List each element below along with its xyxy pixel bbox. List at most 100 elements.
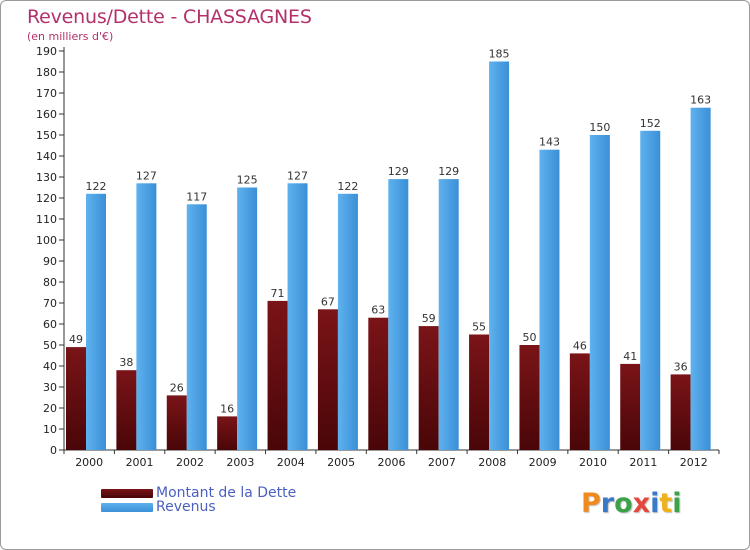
data-label-debt: 59 (422, 312, 436, 325)
y-tick-label: 180 (36, 66, 57, 79)
y-tick-label: 160 (36, 108, 57, 121)
bar-revenue (388, 179, 409, 450)
data-label-revenue: 117 (186, 190, 207, 203)
data-label-revenue: 122 (86, 180, 107, 193)
legend-item-revenue: Revenus (101, 500, 296, 514)
x-tick-label: 2005 (327, 456, 355, 469)
bar-revenue (539, 149, 560, 450)
bar-debt (620, 363, 641, 450)
data-label-revenue: 129 (438, 165, 459, 178)
bar-revenue (589, 135, 610, 450)
logo-letter: i (650, 488, 660, 519)
y-tick-label: 100 (36, 234, 57, 247)
bar-revenue (640, 130, 661, 451)
data-label-debt: 38 (119, 356, 133, 369)
bar-debt (267, 300, 288, 450)
proxiti-logo: Proxiti (581, 488, 682, 519)
x-tick-label: 2001 (126, 456, 154, 469)
x-tick-label: 2002 (176, 456, 204, 469)
bar-revenue (86, 193, 106, 451)
bar-revenue (186, 204, 207, 450)
bar-revenue (337, 193, 358, 451)
y-tick-label: 70 (43, 297, 57, 310)
data-label-debt: 41 (623, 350, 637, 363)
bar-revenue (690, 107, 711, 450)
y-tick-label: 30 (43, 381, 57, 394)
data-label-revenue: 127 (136, 169, 157, 182)
x-tick-label: 2006 (378, 456, 406, 469)
data-label-debt: 46 (573, 339, 587, 352)
y-tick-label: 130 (36, 171, 57, 184)
y-tick-label: 50 (43, 339, 57, 352)
bar-debt (469, 334, 490, 450)
x-tick-label: 2000 (75, 456, 103, 469)
y-tick-label: 40 (43, 360, 57, 373)
chart-subtitle: (en milliers d'€) (27, 30, 114, 43)
data-label-debt: 71 (271, 287, 285, 300)
data-label-revenue: 152 (640, 117, 661, 130)
logo-letter: P (581, 488, 601, 519)
legend-swatch-debt (101, 488, 153, 498)
data-label-debt: 16 (220, 402, 234, 415)
data-label-revenue: 163 (690, 94, 711, 107)
legend-item-debt: Montant de la Dette (101, 486, 296, 500)
y-tick-label: 90 (43, 255, 57, 268)
data-label-revenue: 129 (388, 165, 409, 178)
data-label-revenue: 125 (237, 174, 258, 187)
logo-letter: t (659, 488, 673, 519)
bars (66, 61, 711, 451)
bar-debt (368, 317, 389, 450)
x-tick-label: 2011 (629, 456, 657, 469)
y-tick-label: 140 (36, 150, 57, 163)
logo-letter: o (614, 488, 633, 519)
legend-swatch-revenue (101, 502, 153, 512)
x-tick-label: 2008 (478, 456, 506, 469)
y-tick-label: 150 (36, 129, 57, 142)
y-tick-label: 170 (36, 87, 57, 100)
y-tick-label: 0 (50, 444, 57, 457)
logo-letter: x (632, 488, 651, 519)
data-label-debt: 55 (472, 321, 486, 334)
legend: Montant de la Dette Revenus (101, 486, 296, 514)
data-label-debt: 63 (371, 304, 385, 317)
bar-debt (217, 416, 238, 450)
bar-revenue (287, 183, 308, 451)
logo-letter: i (672, 488, 682, 519)
bar-revenue (136, 183, 157, 451)
bar-debt (519, 345, 540, 450)
x-tick-label: 2012 (680, 456, 708, 469)
y-tick-label: 110 (36, 213, 57, 226)
data-label-revenue: 143 (539, 136, 560, 149)
data-labels: 49 122 38 127 26 117 16 125 71 127 67 122 63 129 59 129… (69, 48, 711, 416)
y-tick-label: 190 (36, 45, 57, 58)
bar-debt (116, 370, 137, 450)
x-tick-label: 2004 (277, 456, 305, 469)
x-tick-label: 2003 (226, 456, 254, 469)
x-tick-label: 2007 (428, 456, 456, 469)
data-label-debt: 49 (69, 333, 83, 346)
data-label-debt: 36 (674, 360, 688, 373)
data-label-debt: 50 (522, 331, 536, 344)
data-label-debt: 67 (321, 295, 335, 308)
data-label-revenue: 122 (337, 180, 358, 193)
bar-revenue (438, 179, 459, 450)
y-tick-label: 20 (43, 402, 57, 415)
bar-debt (670, 374, 691, 450)
chart-title: Revenus/Dette - CHASSAGNES (27, 6, 312, 28)
bar-revenue (237, 187, 258, 450)
data-label-revenue: 150 (589, 121, 610, 134)
y-tick-label: 80 (43, 276, 57, 289)
bar-debt (66, 347, 86, 450)
bar-debt (166, 395, 187, 450)
x-tick-label: 2009 (529, 456, 557, 469)
bar-revenue (489, 61, 510, 450)
bar-debt (418, 326, 439, 450)
legend-label-revenue: Revenus (156, 499, 216, 515)
data-label-debt: 26 (170, 381, 184, 394)
legend-label-debt: Montant de la Dette (156, 485, 297, 501)
y-tick-label: 10 (43, 423, 57, 436)
y-tick-label: 60 (43, 318, 57, 331)
bar-debt (317, 309, 338, 450)
